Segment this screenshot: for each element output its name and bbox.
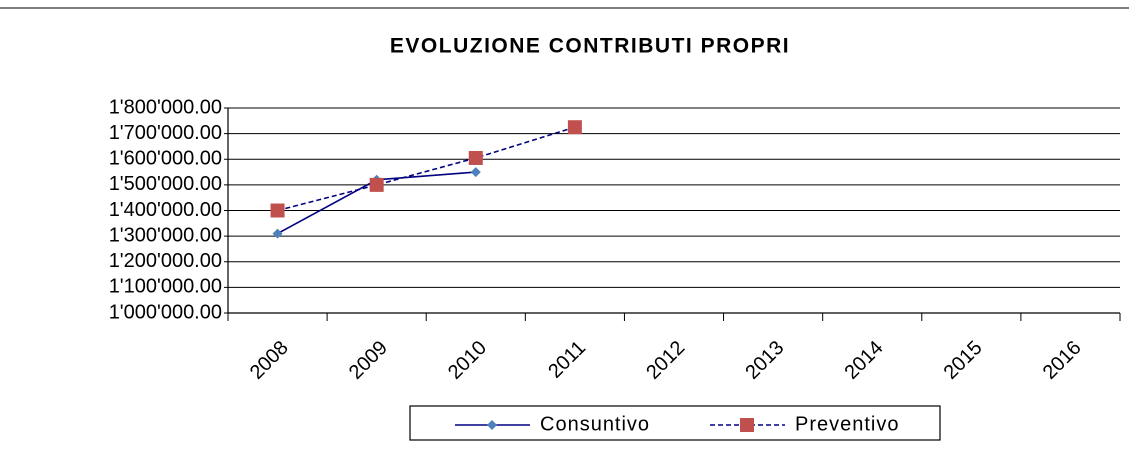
- y-tick-label: 1'300'000.00: [109, 224, 222, 246]
- x-tick-label: 2015: [940, 337, 987, 384]
- y-tick-label: 1'800'000.00: [109, 96, 222, 118]
- x-tick-label: 2012: [642, 337, 689, 384]
- x-tick-label: 2011: [544, 337, 590, 383]
- y-tick-label: 1'100'000.00: [109, 276, 222, 298]
- x-tick-label: 2008: [246, 337, 293, 384]
- y-tick-label: 1'200'000.00: [109, 250, 222, 272]
- y-tick-label: 1'600'000.00: [109, 148, 222, 170]
- x-tick-label: 2016: [1039, 337, 1086, 384]
- series-line: [277, 126, 576, 212]
- y-tick-label: 1'400'000.00: [109, 199, 222, 221]
- chart-title: EVOLUZIONE CONTRIBUTI PROPRI: [390, 35, 790, 58]
- legend-label: Consuntivo: [540, 413, 650, 435]
- legend-marker: [740, 418, 754, 432]
- x-tick-label: 2009: [345, 337, 392, 384]
- data-point: [470, 167, 481, 178]
- y-tick-label: 1'000'000.00: [109, 301, 222, 323]
- legend-label: Preventivo: [795, 413, 900, 435]
- y-tick-label: 1'500'000.00: [109, 173, 222, 195]
- data-point: [270, 203, 285, 218]
- data-point: [272, 228, 283, 239]
- data-point: [369, 177, 384, 192]
- data-point: [468, 150, 483, 165]
- x-tick-label: 2013: [741, 337, 788, 384]
- legend-marker: [487, 420, 497, 430]
- data-point: [567, 120, 582, 135]
- x-tick-label: 2014: [840, 337, 887, 384]
- y-tick-label: 1'700'000.00: [109, 122, 222, 144]
- x-tick-label: 2010: [444, 337, 491, 384]
- legend-box: [409, 405, 941, 441]
